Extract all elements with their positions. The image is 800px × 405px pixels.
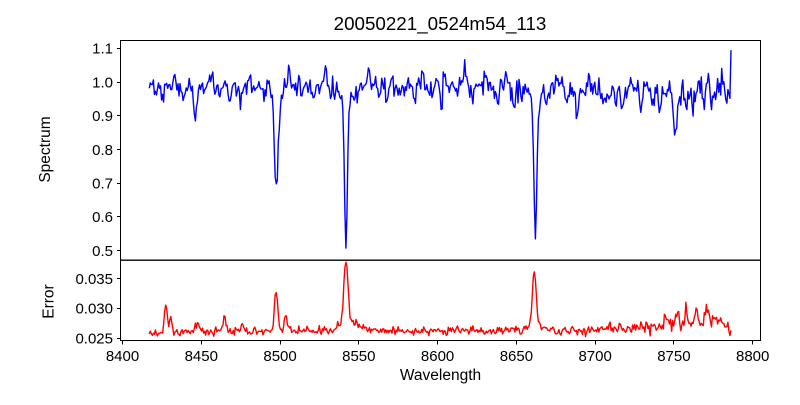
svg-text:0.030: 0.030 (75, 301, 113, 318)
svg-text:1.1: 1.1 (92, 41, 113, 58)
svg-text:Wavelength: Wavelength (400, 367, 481, 384)
svg-text:8500: 8500 (263, 348, 296, 365)
svg-text:0.9: 0.9 (92, 108, 113, 125)
svg-text:0.025: 0.025 (75, 330, 113, 347)
svg-text:Error: Error (41, 284, 58, 318)
svg-text:8550: 8550 (342, 348, 375, 365)
svg-text:0.7: 0.7 (92, 176, 113, 193)
svg-text:0.5: 0.5 (92, 243, 113, 260)
svg-text:1.0: 1.0 (92, 74, 113, 91)
svg-text:0.8: 0.8 (92, 142, 113, 159)
svg-text:20050221_0524m54_113: 20050221_0524m54_113 (334, 13, 547, 35)
svg-text:0.6: 0.6 (92, 209, 113, 226)
svg-text:8800: 8800 (736, 348, 769, 365)
svg-text:8600: 8600 (421, 348, 454, 365)
svg-text:8400: 8400 (106, 348, 139, 365)
svg-text:8750: 8750 (657, 348, 690, 365)
svg-text:0.035: 0.035 (75, 271, 113, 288)
svg-text:Spectrum: Spectrum (37, 116, 54, 182)
svg-text:8450: 8450 (185, 348, 218, 365)
svg-text:8650: 8650 (500, 348, 533, 365)
svg-text:8700: 8700 (578, 348, 611, 365)
